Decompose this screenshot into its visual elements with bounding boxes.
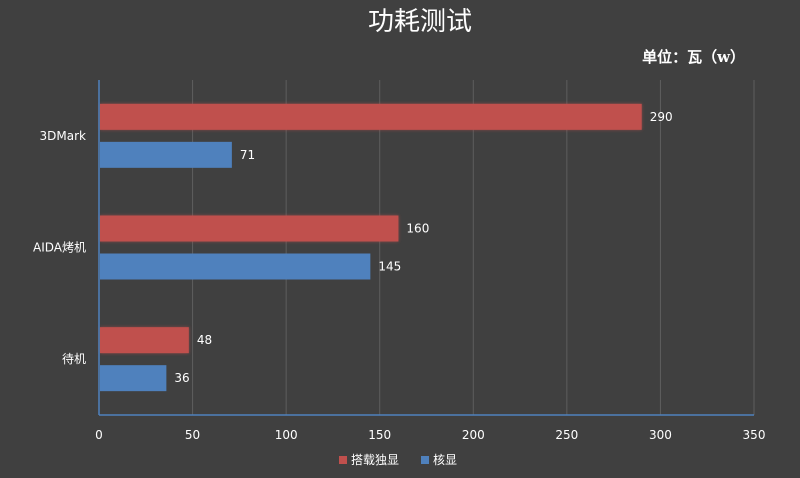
- y-category-label: 待机: [62, 352, 86, 366]
- x-tick-label: 350: [743, 428, 766, 442]
- legend-label: 核显: [433, 453, 457, 467]
- bar-discrete-gpu: [100, 327, 189, 354]
- data-label: 71: [240, 148, 255, 162]
- legend-label: 搭载独显: [351, 453, 399, 467]
- x-tick-label: 300: [649, 428, 672, 442]
- x-tick-label: 150: [368, 428, 391, 442]
- bar-integrated-gpu: [100, 253, 371, 280]
- grid-lines: [192, 80, 755, 415]
- x-tick-label: 0: [95, 428, 103, 442]
- y-category-label: 3DMark: [40, 129, 87, 143]
- legend-swatch: [339, 456, 347, 464]
- x-tick-label: 100: [275, 428, 298, 442]
- bars: [100, 103, 642, 392]
- legend-swatch: [421, 456, 429, 464]
- x-tick-label: 250: [555, 428, 578, 442]
- data-label: 290: [650, 110, 673, 124]
- bar-discrete-gpu: [100, 215, 399, 242]
- data-labels: 290 71 160 145 48 36: [174, 110, 672, 385]
- x-tick-label: 200: [462, 428, 485, 442]
- chart-title: 功耗测试: [368, 7, 472, 37]
- unit-label: 单位：瓦（w）: [642, 48, 745, 66]
- y-category-label: AIDA烤机: [33, 240, 86, 255]
- data-label: 48: [197, 333, 212, 347]
- data-label: 145: [378, 260, 401, 274]
- data-label: 160: [406, 222, 429, 236]
- legend: 搭载独显 核显: [339, 453, 457, 467]
- bar-integrated-gpu: [100, 141, 232, 168]
- bar-discrete-gpu: [100, 103, 642, 130]
- x-tick-label: 50: [185, 428, 200, 442]
- bar-integrated-gpu: [100, 365, 167, 392]
- data-label: 36: [174, 371, 189, 385]
